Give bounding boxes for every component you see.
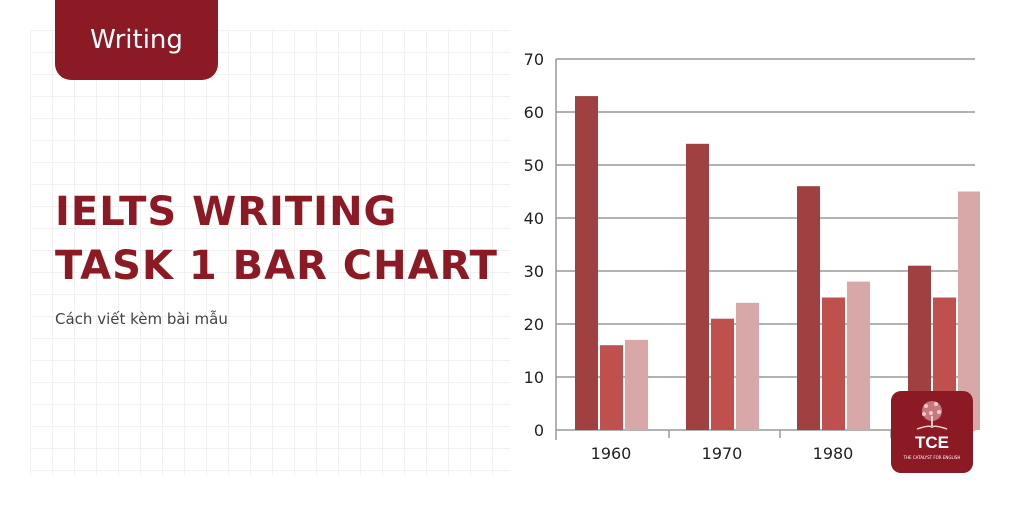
bar-1980-series3 xyxy=(847,281,870,430)
x-tick-label: 1960 xyxy=(591,444,632,463)
y-tick-label: 70 xyxy=(524,50,544,69)
bar-1980-series1 xyxy=(797,186,820,430)
tree-book-icon xyxy=(916,401,948,430)
y-tick-label: 40 xyxy=(524,209,544,228)
bar-1970-series1 xyxy=(686,143,709,431)
logo-tagline: THE CATALYST FOR ENGLISH xyxy=(903,455,961,460)
title-line-2: TASK 1 BAR CHART xyxy=(55,243,498,289)
bar-1970-series3 xyxy=(736,302,759,430)
y-tick-label: 20 xyxy=(524,315,544,334)
bar-1960-series1 xyxy=(575,96,598,430)
y-tick-label: 60 xyxy=(524,103,544,122)
tce-logo: TCE THE CATALYST FOR ENGLISH xyxy=(891,391,973,473)
y-tick-label: 0 xyxy=(534,421,544,440)
subtitle: Cách viết kèm bài mẫu xyxy=(55,310,228,328)
y-tick-label: 50 xyxy=(524,156,544,175)
bar-group4-series3 xyxy=(958,191,980,430)
bar-1960-series3 xyxy=(625,339,648,430)
bar-group4-series1 xyxy=(908,265,931,430)
y-tick-label: 30 xyxy=(524,262,544,281)
bar-1960-series2 xyxy=(600,345,623,430)
y-tick-label: 10 xyxy=(524,368,544,387)
category-tag: Writing xyxy=(55,0,218,80)
category-tag-label: Writing xyxy=(90,25,183,55)
grid-background xyxy=(30,30,510,475)
bar-1980-series2 xyxy=(822,297,845,430)
title-line-1: IELTS WRITING xyxy=(55,189,398,235)
logo-text: TCE xyxy=(915,433,949,452)
x-tick-label: 1980 xyxy=(813,444,854,463)
bar-1970-series2 xyxy=(711,318,734,430)
x-tick-label: 1970 xyxy=(702,444,743,463)
page-title: IELTS WRITING TASK 1 BAR CHART xyxy=(55,185,498,293)
bar-chart: 0 10 20 30 40 50 60 70 1960 1970 1980 xyxy=(524,50,980,463)
